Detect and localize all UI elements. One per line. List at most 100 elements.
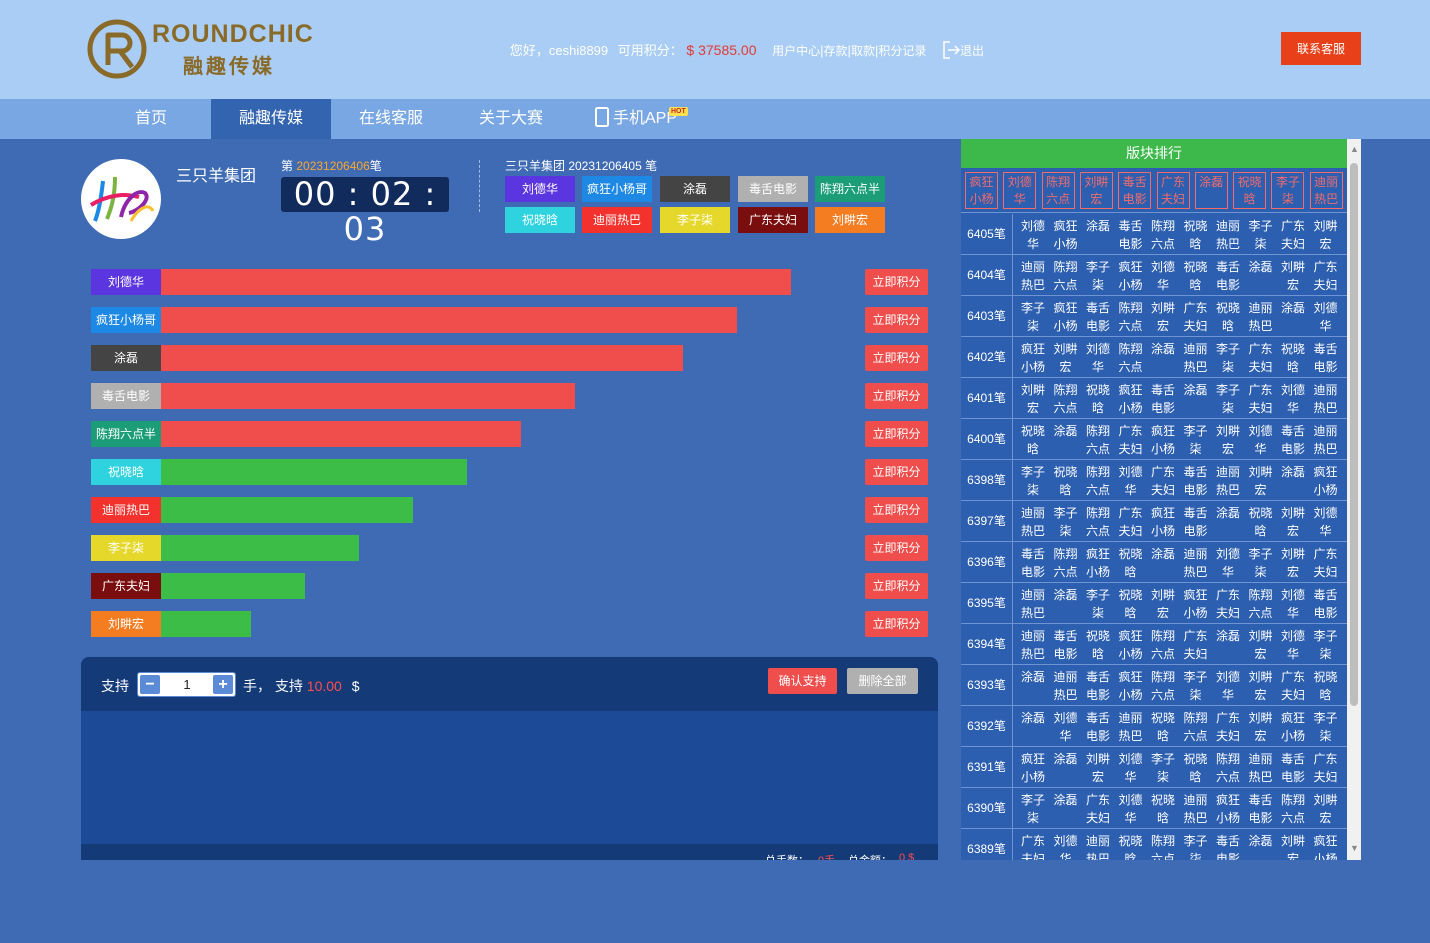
ranking-cell: 毒舌 电影 (1313, 588, 1338, 620)
ranking-cell: 刘畊 宏 (1215, 424, 1240, 456)
phone-icon (594, 107, 609, 127)
increase-button[interactable]: + (213, 675, 233, 694)
nav-mobile-app[interactable]: 手机APP (571, 99, 701, 139)
ranking-cell: 陈翔 六点 (1183, 711, 1208, 743)
ranking-header-cell[interactable]: 疯狂 小杨 (965, 172, 998, 209)
logout-button[interactable]: 退出 (942, 41, 984, 59)
ranking-header-cell[interactable]: 刘畊 宏 (1079, 172, 1113, 209)
nav-about[interactable]: 关于大赛 (478, 110, 543, 127)
bar-fill (161, 497, 413, 523)
scroll-thumb[interactable] (1350, 163, 1358, 706)
ranking-cell: 李子 柒 (1215, 383, 1240, 415)
ranking-scrollbar[interactable]: ▲ ▼ (1347, 139, 1361, 860)
scroll-down-icon[interactable]: ▼ (1350, 843, 1359, 853)
ranking-cell: 李子 柒 (1248, 219, 1273, 251)
ranking-header-cell[interactable]: 祝晓 晗 (1233, 172, 1267, 209)
ranking-period: 6402笔 (961, 337, 1013, 377)
ranking-cell: 涂磊 (1020, 711, 1045, 725)
ranking-cell: 陈翔 六点 (1053, 547, 1078, 579)
ranking-cell: 涂磊 (1150, 547, 1175, 561)
score-now-button[interactable]: 立即积分 (865, 345, 928, 371)
logout-icon (943, 41, 961, 59)
result-chip: 李子柒 (660, 207, 730, 233)
period-prefix: 第 (281, 159, 297, 173)
bar-fill (161, 421, 521, 447)
ranking-row: 6405笔 刘德 华疯狂 小杨 涂磊 毒舌 电影 陈翔 六点 祝晓 晗迪丽 热巴 李子 柒广… (961, 214, 1347, 255)
ranking-cell: 涂磊 (1248, 260, 1273, 274)
ranking-cell: 陈翔 六点 (1118, 342, 1143, 374)
user-center-link[interactable]: 用户中心 (772, 44, 821, 58)
ranking-header-cell[interactable]: 刘德 华 (1003, 172, 1037, 209)
ranking-row: 6391笔 疯狂 小杨 涂磊 刘畊 宏刘德 华李子 柒祝晓 晗陈翔 六点 迪丽 热巴 毒舌… (961, 747, 1347, 788)
ranking-period: 6390笔 (961, 788, 1013, 828)
withdraw-link[interactable]: 取款 (850, 44, 875, 58)
ranking-header-cell[interactable]: 涂磊 (1194, 172, 1228, 209)
ranking-row: 6403笔 李子 柒疯狂 小杨 毒舌 电影 陈翔 六点 刘畊 宏广东 夫妇 祝晓 晗迪丽 … (961, 296, 1347, 337)
deposit-link[interactable]: 存款 (823, 44, 848, 58)
score-now-button[interactable]: 立即积分 (865, 497, 928, 523)
greeting: 您好，ceshi8899 (509, 43, 609, 58)
score-now-button[interactable]: 立即积分 (865, 307, 928, 333)
logo[interactable] (86, 17, 326, 81)
ranking-cell: 涂磊 (1085, 219, 1110, 233)
ranking-cell: 刘畊 宏 (1248, 465, 1273, 497)
ranking-cell: 广东 夫妇 (1118, 424, 1143, 456)
ranking-cell: 刘畊 宏 (1085, 752, 1110, 784)
bar-label: 疯狂小杨哥 (91, 307, 161, 333)
ranking-cell: 毒舌 电影 (1085, 301, 1110, 333)
confirm-support-button[interactable]: 确认支持 (768, 668, 837, 694)
decrease-button[interactable]: − (140, 675, 160, 694)
scroll-up-icon[interactable]: ▲ (1350, 144, 1359, 154)
nav-online-service[interactable]: 在线客服 (358, 110, 423, 127)
result-chip: 刘德华 (505, 176, 575, 202)
points-record-link[interactable]: 积分记录 (878, 44, 927, 58)
ranking-cell: 刘德 华 (1313, 301, 1338, 333)
ranking-cell: 李子 柒 (1313, 711, 1338, 743)
hot-badge: HOT (669, 107, 688, 116)
delete-all-button[interactable]: 删除全部 (847, 668, 918, 694)
ranking-cell: 祝晓 晗 (1313, 670, 1338, 702)
ranking-cell: 陈翔 六点 (1248, 588, 1273, 620)
score-now-button[interactable]: 立即积分 (865, 459, 928, 485)
ranking-cell: 刘德 华 (1118, 793, 1143, 825)
contact-service-button[interactable]: 联系客服 (1281, 32, 1361, 65)
ranking-cell: 毒舌 电影 (1215, 834, 1240, 860)
ranking-header-cell[interactable]: 迪丽 热巴 (1309, 172, 1343, 209)
total-hands-label: 总手数： (765, 852, 809, 860)
ranking-header-cell[interactable]: 陈翔 六点 (1041, 172, 1075, 209)
ranking-cell: 迪丽 热巴 (1183, 793, 1208, 825)
score-now-button[interactable]: 立即积分 (865, 269, 928, 295)
ranking-cell: 疯狂 小杨 (1053, 219, 1078, 251)
ranking-cell: 李子 柒 (1053, 506, 1078, 538)
ranking-cell: 迪丽 热巴 (1118, 711, 1143, 743)
ranking-cell: 刘德 华 (1215, 547, 1240, 579)
score-now-button[interactable]: 立即积分 (865, 421, 928, 447)
ranking-row: 6401笔 刘畊 宏陈翔 六点 祝晓 晗疯狂 小杨 毒舌 电影 涂磊 李子 柒广东 夫妇刘… (961, 378, 1347, 419)
ranking-row: 6389笔 广东 夫妇 刘德 华迪丽 热巴 祝晓 晗陈翔 六点 李子 柒毒舌 电影 涂磊刘… (961, 829, 1347, 860)
ranking-cell: 广东 夫妇 (1280, 670, 1305, 702)
period-suffix: 笔 (369, 159, 382, 173)
ranking-cell: 涂磊 (1053, 588, 1078, 602)
total-amount-label: 总金额： (848, 852, 892, 860)
ranking-cell: 刘德 华 (1280, 383, 1305, 415)
ranking-cell: 毒舌 电影 (1020, 547, 1045, 579)
ranking-header-cell[interactable]: 李子 柒 (1271, 172, 1305, 209)
score-now-button[interactable]: 立即积分 (865, 535, 928, 561)
bet-summary: 手， 支持 10.00 $ (243, 676, 360, 696)
quantity-input[interactable]: 1 (183, 677, 191, 692)
ranking-row: 6390笔 李子 柒涂磊 广东 夫妇 刘德 华祝晓 晗迪丽 热巴 疯狂 小杨 毒舌 电影陈… (961, 788, 1347, 829)
ranking-cell: 祝晓 晗 (1020, 424, 1045, 456)
ranking-cell: 广东 夫妇 (1085, 793, 1110, 825)
score-now-button[interactable]: 立即积分 (865, 573, 928, 599)
ranking-period: 6403笔 (961, 296, 1013, 336)
ranking-header-cell[interactable]: 毒舌 电影 (1118, 172, 1152, 209)
countdown-timer: 00 : 02 : 03 (281, 177, 449, 247)
score-now-button[interactable]: 立即积分 (865, 383, 928, 409)
nav-home[interactable]: 首页 (134, 110, 167, 127)
score-now-button[interactable]: 立即积分 (865, 611, 928, 637)
bar-label: 祝晓晗 (91, 459, 161, 485)
ranking-cell: 广东 夫妇 (1313, 260, 1338, 292)
ranking-header-cell[interactable]: 广东 夫妇 (1156, 172, 1190, 209)
logo-icon (87, 19, 147, 79)
nav-roundchic[interactable]: 融趣传媒 (211, 99, 331, 139)
